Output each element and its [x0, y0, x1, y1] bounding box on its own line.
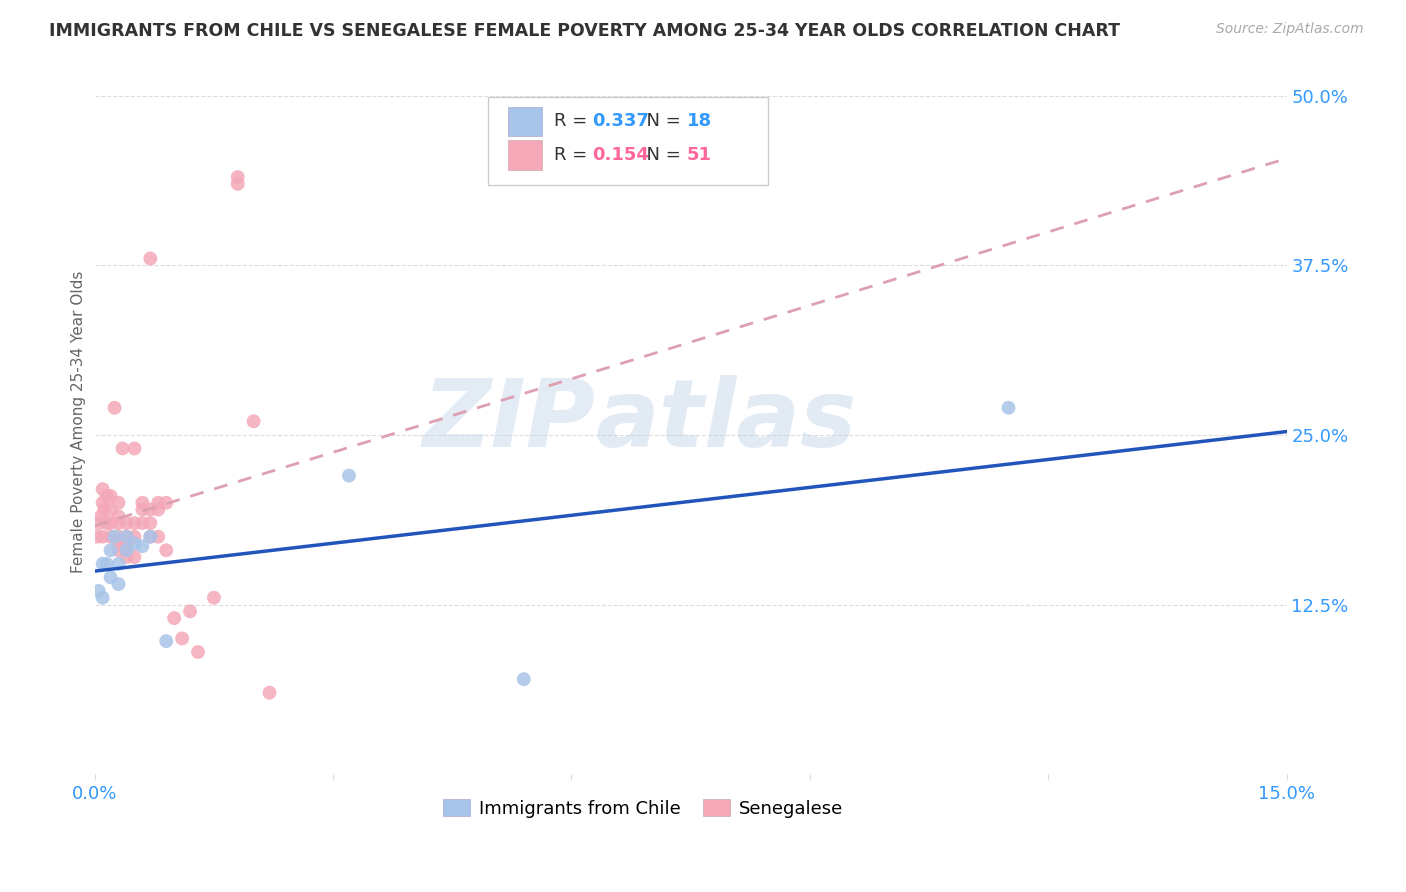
Point [115, 543, 138, 558]
Point [124, 549, 146, 564]
Text: Source: ZipAtlas.com: Source: ZipAtlas.com [1216, 22, 1364, 37]
Point [124, 516, 146, 530]
Point [115, 516, 138, 530]
Point [91, 591, 114, 605]
Point [139, 502, 162, 516]
Point [87, 516, 110, 530]
Text: N =: N = [634, 146, 686, 164]
Point [124, 530, 146, 544]
Text: 0.154: 0.154 [592, 146, 648, 164]
Text: atlas: atlas [595, 376, 856, 467]
Point [115, 543, 138, 558]
Point [107, 509, 129, 524]
Point [124, 536, 146, 550]
Point [131, 516, 153, 530]
Point [96, 516, 118, 530]
Legend: Immigrants from Chile, Senegalese: Immigrants from Chile, Senegalese [436, 792, 851, 825]
Point [259, 686, 281, 700]
Point [96, 489, 118, 503]
Point [90, 509, 112, 524]
Point [107, 577, 129, 591]
Point [100, 489, 122, 503]
Point [187, 645, 209, 659]
Point [91, 496, 114, 510]
Point [91, 530, 114, 544]
Point [91, 482, 114, 496]
Point [115, 536, 138, 550]
Point [107, 557, 129, 571]
Text: N =: N = [634, 112, 686, 130]
FancyBboxPatch shape [488, 96, 768, 185]
Point [155, 496, 177, 510]
Point [124, 442, 146, 456]
Point [131, 539, 153, 553]
Point [148, 530, 170, 544]
Point [107, 543, 129, 558]
FancyBboxPatch shape [509, 107, 541, 136]
Point [100, 516, 122, 530]
Text: 18: 18 [688, 112, 713, 130]
Point [115, 549, 138, 564]
Point [131, 502, 153, 516]
Point [179, 604, 201, 618]
Point [997, 401, 1019, 415]
Point [131, 496, 153, 510]
Point [115, 530, 138, 544]
Point [100, 570, 122, 584]
Point [513, 672, 536, 686]
Point [96, 557, 118, 571]
Point [107, 536, 129, 550]
Point [148, 502, 170, 516]
Point [107, 496, 129, 510]
Point [139, 516, 162, 530]
Point [226, 170, 249, 185]
Point [100, 543, 122, 558]
Point [111, 442, 134, 456]
Text: ZIP: ZIP [422, 376, 595, 467]
Text: R =: R = [554, 112, 592, 130]
Point [163, 611, 186, 625]
Point [100, 502, 122, 516]
Text: IMMIGRANTS FROM CHILE VS SENEGALESE FEMALE POVERTY AMONG 25-34 YEAR OLDS CORRELA: IMMIGRANTS FROM CHILE VS SENEGALESE FEMA… [49, 22, 1121, 40]
Text: R =: R = [554, 146, 592, 164]
FancyBboxPatch shape [509, 141, 541, 170]
Point [155, 634, 177, 648]
Point [337, 468, 360, 483]
Text: 0.337: 0.337 [592, 112, 648, 130]
Point [139, 252, 162, 266]
Point [87, 583, 110, 598]
Point [115, 530, 138, 544]
Point [91, 557, 114, 571]
Point [103, 530, 125, 544]
Point [172, 632, 194, 646]
Point [226, 177, 249, 191]
Point [242, 414, 264, 428]
Point [86, 530, 108, 544]
Point [139, 530, 162, 544]
Point [139, 530, 162, 544]
Point [103, 401, 125, 415]
Point [155, 543, 177, 558]
Point [107, 516, 129, 530]
Point [93, 502, 115, 516]
Point [100, 530, 122, 544]
Point [107, 530, 129, 544]
Y-axis label: Female Poverty Among 25-34 Year Olds: Female Poverty Among 25-34 Year Olds [72, 270, 86, 573]
Point [202, 591, 225, 605]
Point [148, 496, 170, 510]
Text: 51: 51 [688, 146, 711, 164]
